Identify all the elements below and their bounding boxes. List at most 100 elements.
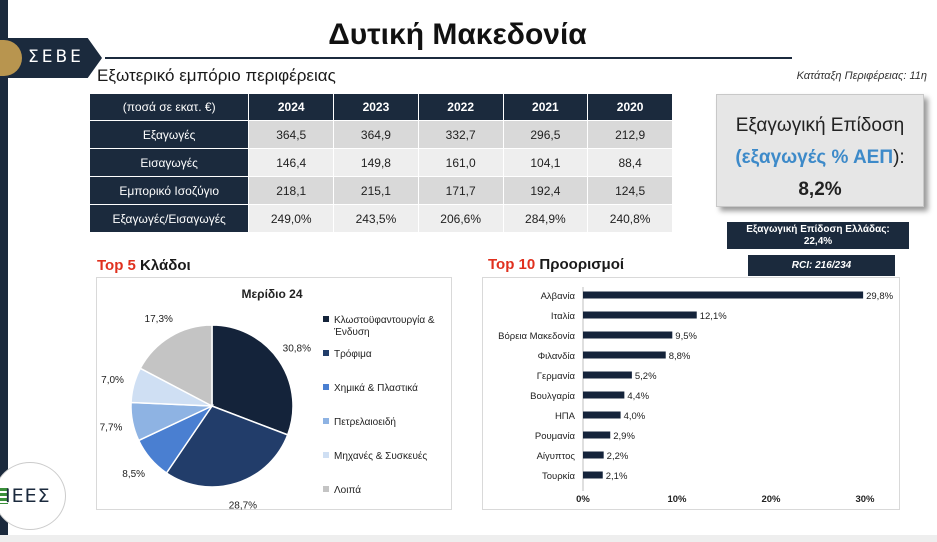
table-cell: 243,5% xyxy=(333,204,419,233)
legend-swatch xyxy=(323,316,329,322)
bar-data-label: 8,8% xyxy=(669,351,691,362)
row-label: Εμπορικό Ισοζύγιο xyxy=(88,176,250,205)
table-cell: 212,9 xyxy=(587,120,673,149)
category-label: Γερμανία xyxy=(537,371,576,382)
category-label: Ιταλία xyxy=(551,311,576,322)
table-cell: 215,1 xyxy=(333,176,419,205)
pie-slice xyxy=(165,405,289,488)
category-label: Αίγυπτος xyxy=(537,451,576,462)
rci-badge: RCI: 216/234 xyxy=(748,255,895,276)
pie-data-label: 8,5% xyxy=(122,469,145,480)
kpi-value: 8,2% xyxy=(798,179,842,200)
bar xyxy=(583,451,604,459)
year-header: 2023 xyxy=(333,93,419,121)
category-label: Τουρκία xyxy=(542,471,576,482)
bar-data-label: 12,1% xyxy=(700,311,727,322)
legend-label: Πετρελαιοειδή xyxy=(334,416,396,428)
greece-performance-badge: Εξαγωγική Επίδοση Ελλάδας: 22,4% xyxy=(727,222,909,249)
row-label: Εξαγωγές/Εισαγωγές xyxy=(88,204,250,233)
x-tick-label: 10% xyxy=(667,494,687,505)
destinations-bar-chart: Αλβανία 29,8% Ιταλία 12,1% Βόρεια Μακεδονία 9… xyxy=(482,277,900,510)
bar-heading-text: Προορισμοί xyxy=(535,256,625,273)
bar-heading-accent: Top 10 xyxy=(488,256,536,273)
bar-chart-svg: Αλβανία 29,8% Ιταλία 12,1% Βόρεια Μακεδονία 9… xyxy=(498,287,894,505)
x-tick-label: 30% xyxy=(855,494,875,505)
x-tick-label: 0% xyxy=(576,494,590,505)
table-cell: 364,5 xyxy=(248,120,335,149)
table-row: Εξαγωγές 364,5 364,9 332,7 296,5 212,9 xyxy=(88,120,673,149)
bar xyxy=(583,431,611,439)
seve-text: ΣΕΒΕ xyxy=(28,47,84,67)
kpi-close-paren: ): xyxy=(893,147,905,168)
category-label: Φιλανδία xyxy=(538,351,576,362)
bar xyxy=(583,471,603,479)
region-ranking: Κατάταξη Περιφέρειας: 11η xyxy=(796,70,927,82)
year-header: 2020 xyxy=(587,93,673,121)
section-title: Εξωτερικό εμπόριο περιφέρειας xyxy=(97,66,336,85)
greece-badge-label: Εξαγωγική Επίδοση Ελλάδας: xyxy=(746,224,890,235)
bar-data-label: 29,8% xyxy=(866,291,893,302)
bar-data-label: 5,2% xyxy=(635,371,657,382)
table-row: Εισαγωγές 146,4 149,8 161,0 104,1 88,4 xyxy=(88,148,673,177)
legend-swatch xyxy=(323,418,329,424)
legend-swatch xyxy=(323,452,329,458)
bar-data-label: 4,0% xyxy=(624,411,646,422)
category-label: ΗΠΑ xyxy=(555,411,576,422)
bar xyxy=(583,411,621,419)
title-underline xyxy=(105,57,792,59)
kpi-line2: (εξαγωγές % ΑΕΠ): xyxy=(717,147,923,169)
kpi-open-paren: ( xyxy=(735,147,742,168)
bar xyxy=(583,291,864,299)
table-cell: 146,4 xyxy=(248,148,335,177)
bar xyxy=(583,371,632,379)
bar-data-label: 2,1% xyxy=(606,471,628,482)
pie-data-label: 28,7% xyxy=(229,500,257,511)
table-cell: 296,5 xyxy=(502,120,589,149)
table-cell: 284,9% xyxy=(502,204,589,233)
pie-data-label: 7,7% xyxy=(100,422,123,433)
left-accent-bar xyxy=(0,0,8,542)
bar-chart-heading: Top 10 Προορισμοί xyxy=(488,256,624,273)
legend-label: Μηχανές & Συσκευές xyxy=(334,450,427,462)
table-header-row: (ποσά σε εκατ. €) 2024 2023 2022 2021 20… xyxy=(88,93,673,121)
table-cell: 249,0% xyxy=(248,204,335,233)
year-header: 2024 xyxy=(248,93,335,121)
pie-heading-accent: Top 5 xyxy=(97,257,136,274)
table-cell: 88,4 xyxy=(587,148,673,177)
bottom-band xyxy=(0,535,937,542)
bar xyxy=(583,351,666,359)
pie-heading-text: Κλάδοι xyxy=(135,257,191,274)
table-cell: 364,9 xyxy=(333,120,419,149)
table-row: Εμπορικό Ισοζύγιο 218,1 215,1 171,7 192,… xyxy=(88,176,673,205)
seve-badge: ΣΕΒΕ xyxy=(0,38,102,78)
trade-table: (ποσά σε εκατ. €) 2024 2023 2022 2021 20… xyxy=(88,93,673,233)
table-row: Εξαγωγές/Εισαγωγές 249,0% 243,5% 206,6% … xyxy=(88,204,673,233)
legend-label: Χημικά & Πλαστικά xyxy=(334,382,418,394)
pie-data-label: 7,0% xyxy=(101,375,124,386)
table-cell: 240,8% xyxy=(587,204,673,233)
table-cell: 192,4 xyxy=(502,176,589,205)
export-performance-card: Εξαγωγική Επίδοση (εξαγωγές % ΑΕΠ): 8,2% xyxy=(716,94,924,207)
table-cell: 149,8 xyxy=(333,148,419,177)
pie-slice xyxy=(211,324,294,436)
x-tick-label: 20% xyxy=(761,494,781,505)
iees-stripes-icon xyxy=(0,488,8,504)
category-label: Βουλγαρία xyxy=(530,391,575,402)
row-label: Εισαγωγές xyxy=(88,148,250,177)
bar xyxy=(583,391,625,399)
pie-slice xyxy=(139,324,213,408)
legend-label: Κλωστοϋφαντουργία & xyxy=(334,314,435,326)
legend-label: Τρόφιμα xyxy=(334,348,372,360)
kpi-line1: Εξαγωγική Επίδοση xyxy=(735,115,905,136)
year-header: 2022 xyxy=(417,93,504,121)
bar-data-label: 4,4% xyxy=(627,391,649,402)
pie-data-label: 30,8% xyxy=(283,344,311,355)
legend-label: Λοιπά xyxy=(334,484,361,496)
page-title: Δυτική Μακεδονία xyxy=(328,18,587,51)
greece-badge-value: 22,4% xyxy=(803,236,833,247)
iees-logo: ΙΕΕΣ xyxy=(0,462,66,530)
table-cell: 161,0 xyxy=(417,148,504,177)
bar xyxy=(583,331,673,339)
pie-title: Μερίδιο 24 xyxy=(241,287,302,301)
pie-chart-svg: Μερίδιο 24 30,8% 28,7% 8,5% 7,7% 7,0% 17,3% Κλω… xyxy=(100,287,435,511)
